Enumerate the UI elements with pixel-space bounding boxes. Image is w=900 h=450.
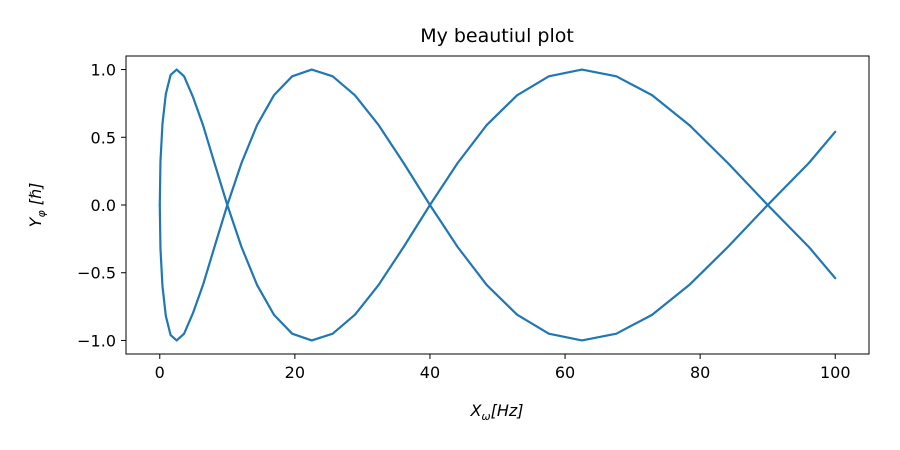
y-tick-label: −1.0 <box>77 331 116 350</box>
x-axis-label-unit: [Hz] <box>491 401 524 420</box>
y-tick-label: −0.5 <box>77 264 116 283</box>
plot-frame <box>125 55 870 355</box>
x-tick-label: 60 <box>555 363 575 382</box>
y-tick-label: 0.0 <box>91 196 116 215</box>
y-tick-label: 1.0 <box>91 61 116 80</box>
x-axis-label-base: X <box>469 401 482 420</box>
x-tick-label: 20 <box>285 363 305 382</box>
chart-title: My beautiul plot <box>420 25 574 47</box>
x-tick-label: 80 <box>690 363 710 382</box>
series-layer <box>158 68 837 342</box>
y-axis-label: Yφ [ℏ] <box>26 183 48 228</box>
x-tick-label: 0 <box>155 363 165 382</box>
x-axis-label-sub: ω <box>481 410 490 423</box>
x-axis-label: Xω[Hz] <box>469 401 523 423</box>
y-axis-label-unit: [ℏ] <box>26 183 45 206</box>
series-line-2 <box>158 68 837 342</box>
y-axis-label-base: Y <box>26 216 45 227</box>
x-tick-label: 100 <box>820 363 851 382</box>
y-axis: −1.0 −0.5 0.0 0.5 1.0 <box>77 61 126 350</box>
x-axis: 0 20 40 60 80 100 <box>155 354 851 382</box>
y-tick-label: 0.5 <box>91 128 116 147</box>
y-axis-label-sub: φ <box>35 210 48 218</box>
x-tick-label: 40 <box>420 363 440 382</box>
series-line-1 <box>158 68 837 342</box>
